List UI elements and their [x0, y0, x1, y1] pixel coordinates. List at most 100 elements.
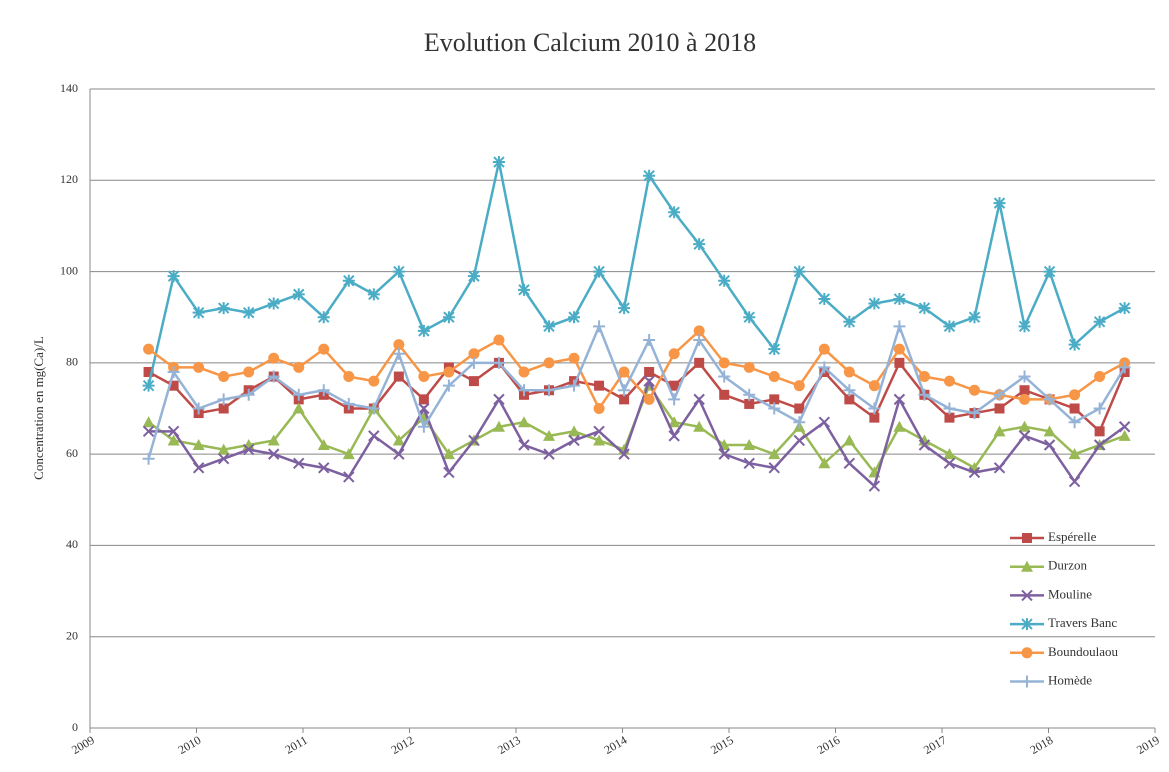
marker [593, 265, 606, 278]
marker [994, 403, 1005, 414]
marker [543, 384, 556, 397]
series [143, 357, 1130, 437]
marker [317, 384, 330, 397]
marker [1094, 371, 1106, 383]
marker [743, 361, 755, 373]
marker [167, 425, 180, 438]
series-line [147, 322, 1126, 460]
marker [242, 306, 255, 319]
marker [242, 388, 255, 401]
chart-title: Evolution Calcium 2010 à 2018 [424, 28, 756, 57]
marker [442, 379, 455, 392]
marker [417, 324, 430, 337]
marker [1019, 393, 1031, 405]
marker [418, 402, 430, 415]
marker [843, 434, 856, 446]
marker [392, 265, 405, 278]
marker [1118, 361, 1131, 374]
marker [1043, 393, 1056, 406]
marker [868, 480, 881, 492]
y-axis-label: Concentration en mg(Ca)/L [31, 336, 46, 480]
marker [968, 466, 981, 479]
marker [517, 416, 530, 428]
marker [317, 439, 330, 451]
marker [993, 388, 1006, 401]
marker [818, 416, 831, 428]
legend-marker [1021, 589, 1033, 602]
marker [643, 393, 655, 405]
marker [418, 371, 430, 383]
marker [217, 302, 230, 315]
marker [693, 420, 706, 432]
marker [217, 393, 230, 406]
legend-marker [1021, 647, 1033, 659]
marker [568, 311, 581, 324]
marker [442, 448, 455, 460]
marker [843, 384, 856, 397]
marker [142, 416, 155, 428]
series [142, 379, 1131, 478]
marker [693, 393, 705, 406]
marker [1068, 475, 1081, 488]
marker [518, 439, 530, 451]
marker [292, 288, 305, 301]
marker [517, 283, 530, 296]
legend-marker [1021, 675, 1033, 688]
marker [743, 311, 756, 324]
marker [393, 371, 404, 382]
marker [443, 366, 455, 378]
marker [644, 366, 655, 377]
marker [293, 457, 305, 469]
marker [743, 388, 756, 401]
marker [769, 394, 780, 405]
marker [818, 292, 831, 305]
marker [317, 311, 330, 324]
y-tick-label: 40 [66, 537, 78, 551]
marker [218, 403, 229, 414]
marker [918, 371, 930, 383]
marker [718, 274, 731, 287]
marker [492, 356, 505, 369]
marker [869, 412, 880, 423]
legend-marker [1022, 533, 1032, 543]
marker [1093, 315, 1106, 328]
x-tick-label: 2019 [1134, 733, 1162, 757]
series-line [147, 161, 1126, 386]
marker [768, 462, 780, 474]
marker [517, 384, 530, 397]
marker [193, 361, 205, 373]
series [143, 325, 1131, 414]
marker [893, 420, 906, 432]
legend-marker [1021, 618, 1033, 631]
marker [893, 292, 906, 305]
legend-label: Espérelle [1048, 529, 1097, 544]
marker [643, 334, 656, 347]
marker [893, 343, 905, 355]
marker [693, 334, 706, 347]
marker [1069, 389, 1081, 401]
x-tick-label: 2012 [389, 733, 417, 757]
marker [743, 439, 756, 451]
marker [217, 452, 230, 465]
marker [192, 439, 205, 451]
marker [1118, 302, 1131, 315]
y-tick-label: 80 [66, 355, 78, 369]
marker [468, 376, 479, 387]
marker [618, 384, 631, 397]
marker [1094, 426, 1105, 437]
marker [268, 352, 280, 364]
legend-label: Homède [1048, 672, 1092, 687]
marker [342, 397, 355, 410]
marker [1019, 385, 1030, 396]
marker [868, 380, 880, 392]
y-tick-label: 0 [72, 720, 78, 734]
marker [868, 402, 881, 415]
x-tick-label: 2013 [495, 733, 523, 757]
marker [718, 357, 730, 369]
marker [993, 197, 1006, 210]
marker [793, 434, 805, 447]
marker [367, 288, 380, 301]
marker [392, 347, 405, 360]
marker [343, 471, 355, 483]
marker [168, 380, 179, 391]
